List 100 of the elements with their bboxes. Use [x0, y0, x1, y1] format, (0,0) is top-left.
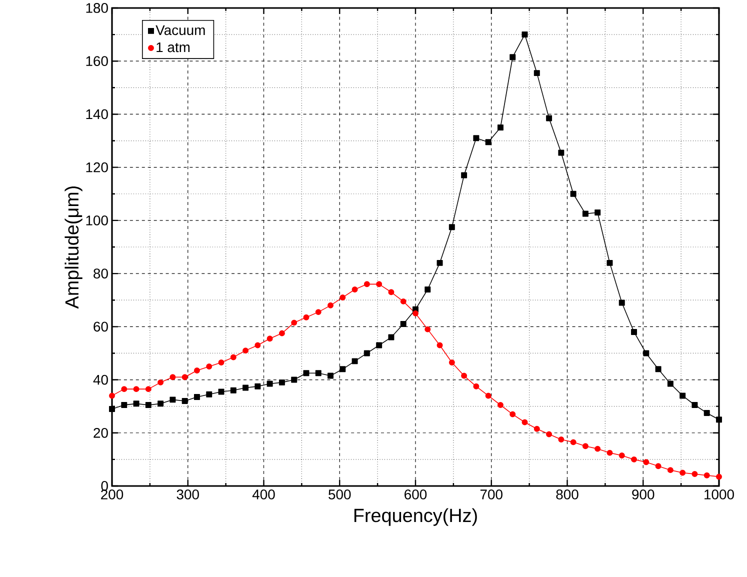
point: [692, 402, 698, 408]
y-tick-label: 160: [86, 56, 108, 66]
point: [510, 54, 516, 60]
point: [278, 379, 285, 386]
point: [618, 452, 625, 458]
legend-label: 1 atm: [156, 42, 190, 52]
point: [448, 224, 455, 230]
point: [667, 380, 674, 387]
point: [376, 281, 382, 288]
point: [546, 431, 552, 438]
point: [145, 386, 152, 392]
point: [242, 348, 249, 354]
point: [364, 350, 370, 356]
point: [242, 384, 249, 391]
point: [400, 321, 406, 327]
point: [667, 467, 674, 474]
point: [558, 436, 564, 443]
point: [340, 294, 346, 300]
x-tick-label: 600: [404, 490, 427, 500]
point: [497, 124, 504, 130]
x-tick-label: 1000: [704, 490, 734, 500]
point: [230, 387, 236, 394]
point: [655, 463, 662, 470]
point: [376, 342, 382, 348]
point: [424, 326, 431, 332]
point: [133, 386, 140, 392]
point: [448, 360, 455, 366]
point: [594, 446, 601, 452]
point: [643, 350, 650, 356]
point: [254, 383, 261, 390]
point: [218, 360, 224, 366]
point: [534, 70, 540, 76]
point: [315, 309, 322, 316]
point: [655, 366, 662, 372]
point: [716, 474, 722, 480]
point: [400, 298, 406, 304]
point: [461, 372, 468, 379]
point: [546, 115, 552, 122]
point: [303, 370, 310, 376]
point: [206, 364, 212, 370]
point: [570, 190, 576, 197]
point: [254, 342, 261, 348]
point: [158, 379, 164, 386]
point: [206, 391, 212, 398]
point: [194, 367, 200, 374]
point: [692, 471, 698, 478]
point: [182, 374, 188, 380]
point: [594, 209, 601, 216]
point: [364, 281, 370, 288]
point: [704, 472, 710, 478]
y-tick-label: 140: [86, 109, 108, 120]
y-tick-label: 80: [94, 268, 108, 278]
point: [328, 372, 334, 379]
point: [485, 392, 492, 399]
point: [315, 370, 322, 376]
point: [145, 402, 152, 408]
point: [266, 336, 273, 342]
x-tick-label: 900: [632, 490, 654, 500]
point: [631, 456, 638, 462]
point: [328, 302, 334, 308]
y-axis-title: Amplitude(μm): [64, 186, 82, 309]
point: [121, 386, 128, 392]
x-axis-title: Frequency(Hz): [354, 508, 477, 526]
point: [704, 410, 710, 416]
point: [388, 334, 394, 340]
y-tick-label: 100: [86, 215, 108, 226]
point: [485, 139, 492, 146]
x-tick-label: 300: [176, 490, 199, 500]
point: [680, 392, 686, 399]
legend-label: Vacuum: [156, 25, 205, 36]
point: [121, 402, 128, 408]
point: [194, 394, 200, 400]
x-tick-label: 200: [101, 490, 124, 500]
point: [606, 450, 613, 456]
x-tick-label: 400: [252, 490, 275, 500]
x-tick-label: 800: [556, 490, 578, 500]
point: [170, 374, 176, 380]
point: [388, 289, 394, 296]
point: [606, 260, 613, 266]
point: [412, 310, 418, 316]
point: [218, 388, 224, 395]
point: [582, 443, 588, 450]
point: [473, 135, 480, 142]
point: [582, 210, 588, 217]
point: [291, 376, 298, 383]
point: [109, 406, 115, 412]
point: [170, 396, 176, 403]
point: [109, 392, 115, 399]
y-tick-label: 180: [86, 3, 108, 13]
point: [716, 416, 722, 423]
point: [133, 400, 140, 407]
x-tick-label: 500: [328, 490, 351, 500]
point: [680, 470, 686, 476]
point: [266, 380, 273, 387]
point: [158, 400, 164, 407]
point: [436, 342, 443, 348]
y-tick-label: 60: [94, 322, 108, 332]
point: [461, 172, 468, 178]
point: [303, 314, 310, 320]
point: [182, 398, 188, 404]
